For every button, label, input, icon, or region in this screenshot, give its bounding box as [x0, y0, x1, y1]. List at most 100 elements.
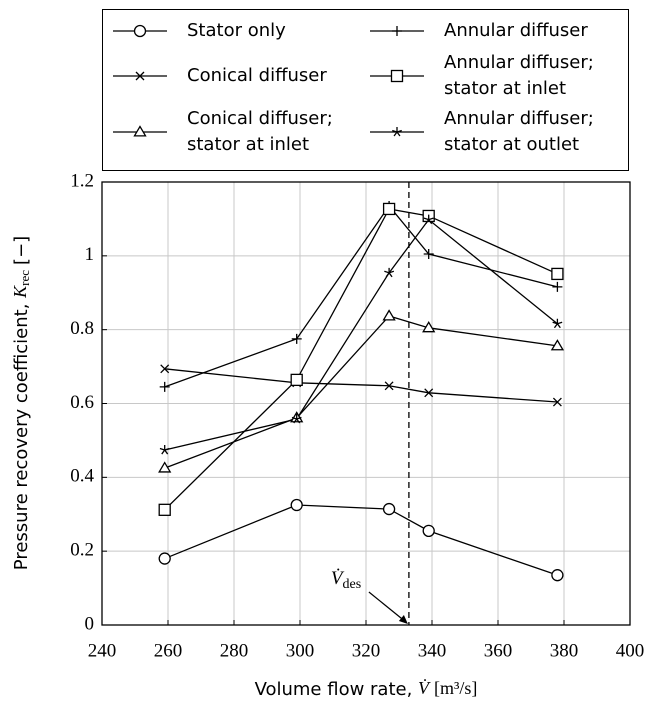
- marker: [135, 71, 145, 81]
- marker: [422, 321, 436, 333]
- y-tick-label: 0.6: [70, 392, 94, 413]
- legend-item: Conical diffuser; stator at inlet: [111, 104, 362, 160]
- marker: [392, 26, 402, 36]
- marker-shape: [552, 397, 562, 407]
- marker: [423, 248, 434, 259]
- x-tick-label: 380: [550, 640, 579, 661]
- y-axis-label: Pressure recovery coefficient, Krec [−]: [10, 236, 32, 570]
- marker-shape: [423, 214, 434, 225]
- marker-shape: [424, 388, 434, 398]
- y-tick-label: 0: [85, 613, 95, 634]
- marker: [551, 569, 564, 582]
- marker-shape: [133, 24, 147, 38]
- marker-shape: [290, 498, 303, 512]
- marker-shape: [392, 26, 402, 36]
- marker-shape: [552, 281, 563, 292]
- marker: [422, 524, 435, 538]
- marker: [291, 333, 302, 344]
- y-tick-label: 0.2: [70, 540, 94, 561]
- annotation-arrow: [368, 591, 407, 623]
- marker-shape: [551, 569, 564, 582]
- legend-swatch: [370, 26, 424, 36]
- marker-shape: [552, 318, 563, 329]
- legend-label: Conical diffuser; stator at inlet: [187, 108, 333, 155]
- legend-swatch: [113, 125, 167, 137]
- x-tick-label: 320: [352, 640, 381, 661]
- marker-shape: [423, 248, 434, 259]
- x-tick-label: 360: [484, 640, 513, 661]
- marker-shape: [384, 267, 395, 278]
- marker-shape: [291, 414, 302, 424]
- plot-frame: [101, 181, 631, 626]
- y-label-symbol: K: [10, 285, 30, 299]
- marker: [159, 381, 170, 392]
- marker-shape: [384, 381, 394, 391]
- marker: [392, 127, 402, 137]
- marker-shape: [133, 125, 147, 137]
- x-label-text: Volume flow rate,: [255, 679, 418, 700]
- x-tick-label: 260: [154, 640, 183, 661]
- marker: [133, 24, 147, 38]
- y-label-subscript: rec: [17, 270, 32, 286]
- marker: [552, 281, 563, 292]
- marker: [159, 445, 170, 455]
- x-axis-label: Volume flow rate, V̇ [m³/s]: [255, 677, 478, 700]
- legend-item: Annular diffuser; stator at inlet: [368, 50, 619, 102]
- annotation-label: V̇des: [331, 567, 361, 592]
- y-tick-label: 0.4: [70, 466, 94, 487]
- y-tick-label: 0.8: [70, 318, 94, 339]
- x-tick-label: 280: [220, 640, 249, 661]
- marker-shape: [392, 127, 402, 137]
- marker: [390, 69, 404, 83]
- marker-shape: [382, 309, 396, 321]
- marker: [424, 388, 434, 398]
- marker-shape: [382, 202, 396, 216]
- y-tick-label: 1.2: [70, 170, 94, 191]
- marker: [290, 373, 303, 387]
- marker-shape: [158, 552, 171, 565]
- x-label-symbol: V̇: [418, 677, 431, 698]
- annotation-arrowhead: [398, 615, 408, 624]
- legend-swatch: [370, 127, 424, 137]
- legend-item: Annular diffuser: [368, 16, 619, 46]
- legend-item: Annular diffuser; stator at outlet: [368, 104, 619, 160]
- x-tick-label: 300: [286, 640, 315, 661]
- marker-shape: [422, 321, 436, 333]
- annotation-symbol: V̇: [331, 567, 345, 589]
- marker: [158, 552, 171, 565]
- x-tick-label: 400: [616, 640, 645, 661]
- legend-label: Annular diffuser; stator at inlet: [444, 52, 594, 99]
- marker-shape: [159, 381, 170, 392]
- legend-swatch: [113, 24, 167, 38]
- marker-shape: [291, 333, 302, 344]
- marker: [550, 339, 565, 351]
- x-tick-label: 340: [418, 640, 447, 661]
- marker: [384, 381, 394, 391]
- marker: [133, 125, 147, 137]
- y-tick-label: 1: [85, 244, 95, 265]
- marker-shape: [551, 267, 564, 281]
- marker: [551, 267, 564, 281]
- marker: [552, 318, 563, 329]
- marker: [382, 502, 396, 516]
- legend-label: Conical diffuser: [187, 65, 327, 86]
- legend-item: Stator only: [111, 16, 362, 46]
- legend-label: Annular diffuser; stator at outlet: [444, 108, 594, 155]
- legend-label: Stator only: [187, 20, 286, 41]
- marker-shape: [382, 502, 396, 516]
- marker: [160, 364, 170, 374]
- y-label-unit: [−]: [11, 236, 32, 265]
- x-tick-label: 240: [88, 640, 117, 661]
- y-label-text: Pressure recovery coefficient,: [11, 298, 32, 570]
- marker-shape: [158, 461, 172, 473]
- marker: [382, 309, 396, 321]
- marker-shape: [550, 339, 565, 351]
- marker-shape: [290, 373, 303, 387]
- x-label-unit: [m³/s]: [434, 678, 477, 698]
- marker-shape: [158, 503, 171, 516]
- legend: Stator only Conical diffuser Conical diffu…: [102, 9, 629, 171]
- legend-swatch: [370, 69, 424, 83]
- marker-shape: [390, 69, 404, 83]
